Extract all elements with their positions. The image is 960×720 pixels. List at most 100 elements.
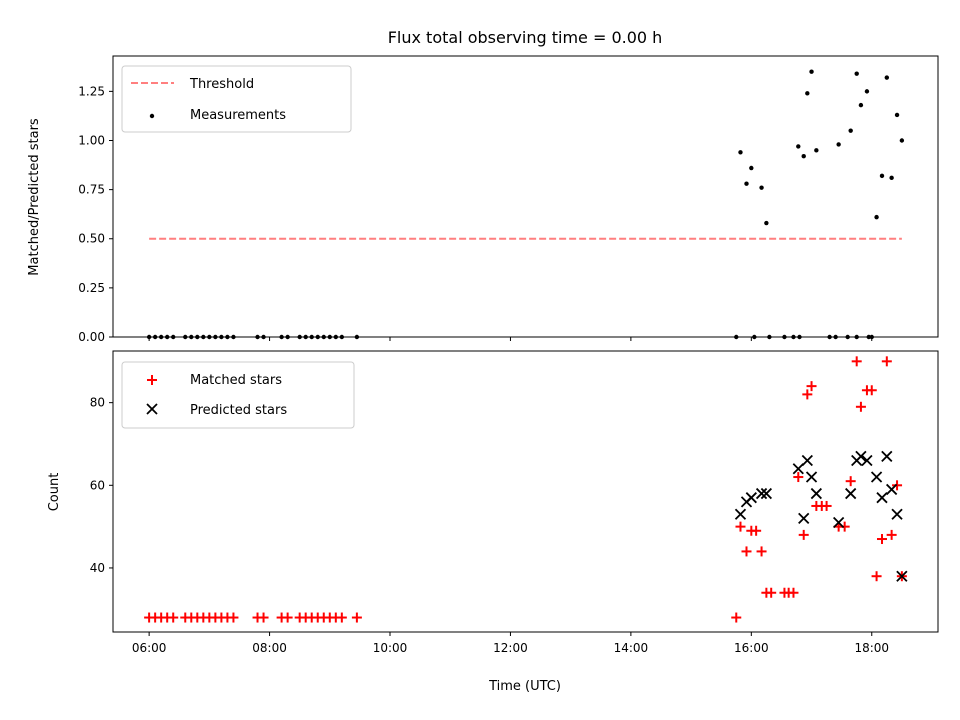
bottom-xlabel: Time (UTC) — [488, 679, 561, 694]
matched-star-point — [866, 385, 877, 396]
measurement-point — [744, 181, 749, 186]
predicted-star-point — [891, 508, 903, 520]
predicted-star-point — [855, 450, 867, 463]
measurement-point — [796, 144, 801, 149]
matched-star-point — [766, 587, 777, 598]
bottom-xtick-label: 14:00 — [614, 641, 649, 655]
predicted-star-point — [881, 450, 893, 463]
measurement-point — [738, 150, 743, 155]
matched-star-point — [855, 401, 866, 412]
top-ylabel: Matched/Predicted stars — [27, 118, 42, 276]
matched-star-point — [845, 476, 856, 487]
predicted-star-point — [896, 570, 908, 582]
bottom-xtick-label: 12:00 — [493, 641, 528, 655]
predicted-star-point — [755, 487, 768, 500]
measurement-point — [749, 165, 754, 171]
top-legend-box — [121, 65, 352, 133]
matched-star-point — [871, 571, 882, 582]
measurement-point — [759, 185, 764, 190]
measurement-point — [894, 112, 900, 118]
matched-star-point — [258, 612, 269, 623]
matched-star-point — [798, 529, 809, 540]
matched-legend-marker — [147, 375, 157, 385]
matched-star-point — [282, 612, 293, 623]
predicted-star-point — [798, 512, 810, 524]
measurement-point — [764, 220, 769, 226]
bottom-xtick-label: 10:00 — [373, 641, 408, 655]
matched-star-point — [751, 525, 762, 536]
chart-title: Flux total observing time = 0.00 h — [388, 28, 663, 47]
measurement-point — [801, 154, 806, 159]
matched-star-point — [839, 521, 850, 532]
predicted-star-point — [861, 454, 873, 467]
bottom-xtick-label: 18:00 — [854, 641, 889, 655]
predicted-star-point — [760, 487, 773, 500]
matched-star-point — [228, 612, 239, 623]
predicted-star-point — [845, 487, 857, 500]
top-ytick-label: 0.50 — [78, 232, 105, 246]
bottom-xtick-label: 16:00 — [734, 641, 769, 655]
measurement-point — [899, 138, 905, 143]
matched-star-point — [821, 500, 832, 511]
top-legend: Threshold Measurements — [121, 65, 352, 133]
predicted-star-point — [805, 471, 818, 483]
measurement-point — [814, 148, 819, 153]
predicted-star-point — [792, 463, 804, 475]
matched-star-point — [876, 534, 887, 545]
predicted-star-point — [734, 508, 747, 520]
measurement-point — [809, 69, 814, 74]
matched-star-point — [336, 612, 347, 623]
top-ytick-label: 1.00 — [78, 133, 105, 147]
bottom-plot-data — [144, 356, 908, 623]
top-ytick-label: 0.75 — [78, 183, 105, 197]
matched-star-point — [892, 480, 903, 491]
bottom-ytick-label: 40 — [90, 561, 105, 575]
measurements-legend-marker — [149, 113, 155, 119]
matched-star-point — [881, 356, 892, 367]
predicted-star-point — [801, 454, 813, 467]
bottom-legend: Matched stars Predicted stars — [121, 361, 355, 429]
predicted-legend-label: Predicted stars — [190, 403, 287, 418]
predicted-star-point — [745, 492, 757, 504]
matched-star-point — [793, 472, 804, 483]
matched-star-point — [731, 612, 742, 623]
matched-star-point — [351, 612, 362, 623]
measurement-point — [854, 71, 859, 76]
bottom-axes-frame — [112, 350, 939, 633]
top-axis-ticks: 0.00 0.25 0.50 0.75 1.00 1.25 — [78, 84, 873, 344]
top-axes-frame — [112, 55, 939, 338]
threshold-legend-label: Threshold — [189, 77, 254, 92]
measurement-point — [864, 89, 870, 94]
bottom-ylabel: Count — [47, 473, 62, 512]
top-ytick-label: 1.25 — [78, 84, 105, 98]
predicted-star-point — [885, 483, 898, 496]
measurement-point — [874, 214, 879, 220]
measurement-point — [879, 173, 885, 179]
matched-star-point — [788, 587, 799, 598]
top-panel: 0.00 0.25 0.50 0.75 1.00 1.25 Matched/Predict… — [27, 55, 939, 344]
measurement-point — [836, 142, 841, 147]
matched-star-point — [168, 612, 179, 623]
predicted-star-point — [833, 516, 845, 529]
predicted-star-point — [876, 492, 888, 504]
bottom-ytick-label: 60 — [90, 478, 105, 492]
bottom-legend-box — [121, 361, 355, 429]
predicted-legend-marker — [146, 403, 158, 415]
matched-star-point — [806, 381, 817, 392]
matched-legend-label: Matched stars — [190, 373, 282, 388]
bottom-ytick-label: 80 — [90, 396, 105, 410]
matched-star-point — [851, 356, 862, 367]
predicted-star-point — [870, 471, 883, 483]
bottom-axis-ticks: 06:00 08:00 10:00 12:00 14:00 16:00 18:00 40 60 8… — [90, 396, 889, 655]
matched-star-point — [756, 546, 767, 557]
matched-star-point — [886, 529, 897, 540]
predicted-star-point — [810, 487, 822, 500]
measurements-legend-label: Measurements — [190, 108, 286, 123]
matched-star-point — [735, 521, 746, 532]
top-ytick-label: 0.25 — [78, 281, 105, 295]
measurement-point — [884, 75, 890, 80]
bottom-xtick-label: 06:00 — [132, 641, 167, 655]
measurement-point — [805, 91, 810, 96]
matched-star-point — [741, 546, 752, 557]
